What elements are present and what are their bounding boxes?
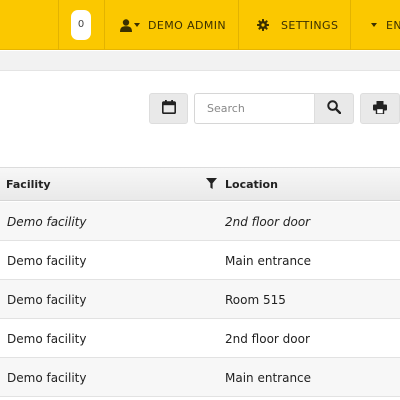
- facility-cell: Demo facility: [7, 370, 87, 385]
- caret-down-icon: [134, 23, 140, 27]
- location-cell: Room 515: [225, 292, 286, 307]
- table-row[interactable]: Demo facility Room 515: [0, 280, 400, 319]
- location-cell: 2nd floor door: [225, 214, 311, 229]
- table-header: Facility Location: [0, 167, 400, 201]
- facility-cell: Demo facility: [7, 331, 87, 346]
- table-row[interactable]: Demo facility Main entrance: [0, 358, 400, 397]
- location-header-label: Location: [225, 178, 278, 191]
- filter-icon[interactable]: [206, 177, 217, 192]
- user-icon: [120, 18, 132, 32]
- calendar-button[interactable]: [149, 93, 188, 124]
- navbar-divider: [104, 0, 105, 50]
- facility-cell: Demo facility: [7, 253, 87, 268]
- language-menu[interactable]: EN: [371, 0, 400, 50]
- location-cell: Main entrance: [225, 253, 312, 268]
- print-button[interactable]: [360, 93, 400, 124]
- navbar-divider: [58, 0, 59, 50]
- caret-down-icon: [371, 23, 377, 27]
- facility-cell: Demo facility: [7, 214, 87, 229]
- gear-icon: [257, 19, 269, 31]
- calendar-icon: [161, 99, 176, 118]
- user-menu[interactable]: DEMO ADMIN: [120, 0, 226, 50]
- search-input[interactable]: [194, 93, 315, 124]
- settings-label: SETTINGS: [281, 18, 339, 32]
- top-navbar: 0 DEMO ADMIN SETTINGS EN: [0, 0, 400, 50]
- language-label: EN: [386, 18, 400, 32]
- table-row[interactable]: Demo facility 2nd floor door: [0, 202, 400, 241]
- search-icon: [327, 99, 342, 118]
- location-cell: 2nd floor door: [225, 331, 310, 346]
- navbar-divider: [238, 0, 239, 50]
- table-row[interactable]: Demo facility 2nd floor door: [0, 319, 400, 358]
- column-header-facility[interactable]: Facility: [6, 178, 51, 191]
- column-header-location[interactable]: Location: [206, 168, 278, 201]
- facility-cell: Demo facility: [7, 292, 87, 307]
- sub-bar: [0, 51, 400, 71]
- settings-menu[interactable]: SETTINGS: [257, 0, 338, 50]
- user-menu-label: DEMO ADMIN: [148, 18, 227, 32]
- table-row[interactable]: Demo facility Main entrance: [0, 241, 400, 280]
- print-icon: [373, 99, 387, 118]
- navbar-divider: [350, 0, 351, 50]
- notification-badge[interactable]: 0: [71, 10, 91, 40]
- location-cell: Main entrance: [225, 370, 312, 385]
- search-button[interactable]: [314, 93, 354, 124]
